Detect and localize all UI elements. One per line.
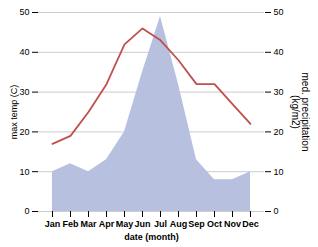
svg-text:20: 20	[274, 127, 284, 137]
svg-text:Oct: Oct	[207, 219, 222, 229]
svg-text:Nov: Nov	[224, 219, 241, 229]
svg-text:date (month): date (month)	[124, 232, 179, 242]
svg-text:Mar: Mar	[80, 219, 97, 229]
svg-text:0: 0	[24, 206, 29, 216]
svg-text:40: 40	[19, 47, 29, 57]
svg-text:Apr: Apr	[99, 219, 115, 229]
svg-text:May: May	[116, 219, 134, 229]
svg-text:Aug: Aug	[170, 219, 188, 229]
svg-text:50: 50	[274, 7, 284, 17]
svg-text:30: 30	[19, 87, 29, 97]
svg-text:40: 40	[274, 47, 284, 57]
svg-text:50: 50	[19, 7, 29, 17]
svg-text:10: 10	[274, 167, 284, 177]
svg-text:Jun: Jun	[134, 219, 150, 229]
svg-text:30: 30	[274, 87, 284, 97]
svg-text:Dec: Dec	[242, 219, 259, 229]
svg-text:Sep: Sep	[188, 219, 205, 229]
svg-text:Feb: Feb	[62, 219, 79, 229]
svg-text:10: 10	[19, 167, 29, 177]
svg-text:20: 20	[19, 127, 29, 137]
svg-text:0: 0	[274, 206, 279, 216]
svg-text:max temp (C): max temp (C)	[9, 85, 19, 140]
svg-text:med. precipitation(kg/m2): med. precipitation(kg/m2)	[290, 73, 311, 152]
svg-text:Jul: Jul	[154, 219, 167, 229]
svg-text:Jan: Jan	[45, 219, 61, 229]
